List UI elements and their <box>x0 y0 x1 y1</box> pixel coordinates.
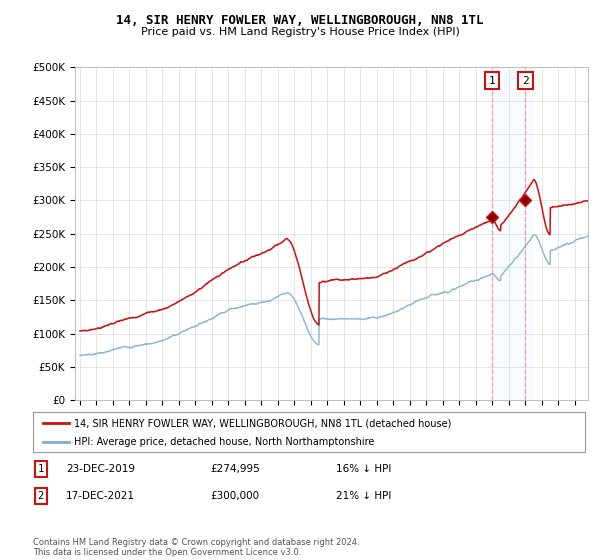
Text: 17-DEC-2021: 17-DEC-2021 <box>66 491 135 501</box>
Text: 21% ↓ HPI: 21% ↓ HPI <box>336 491 391 501</box>
Text: Contains HM Land Registry data © Crown copyright and database right 2024.
This d: Contains HM Land Registry data © Crown c… <box>33 538 359 557</box>
Text: 1: 1 <box>38 464 44 474</box>
Text: 14, SIR HENRY FOWLER WAY, WELLINGBOROUGH, NN8 1TL: 14, SIR HENRY FOWLER WAY, WELLINGBOROUGH… <box>116 14 484 27</box>
Text: HPI: Average price, detached house, North Northamptonshire: HPI: Average price, detached house, Nort… <box>74 437 375 446</box>
Text: 14, SIR HENRY FOWLER WAY, WELLINGBOROUGH, NN8 1TL (detached house): 14, SIR HENRY FOWLER WAY, WELLINGBOROUGH… <box>74 418 452 428</box>
Text: £274,995: £274,995 <box>210 464 260 474</box>
Text: 2: 2 <box>522 76 529 86</box>
Text: 2: 2 <box>38 491 44 501</box>
Text: 23-DEC-2019: 23-DEC-2019 <box>66 464 135 474</box>
Bar <box>492 67 533 400</box>
Text: Price paid vs. HM Land Registry's House Price Index (HPI): Price paid vs. HM Land Registry's House … <box>140 27 460 37</box>
Text: 1: 1 <box>488 76 495 86</box>
Text: 16% ↓ HPI: 16% ↓ HPI <box>336 464 391 474</box>
Text: £300,000: £300,000 <box>210 491 259 501</box>
